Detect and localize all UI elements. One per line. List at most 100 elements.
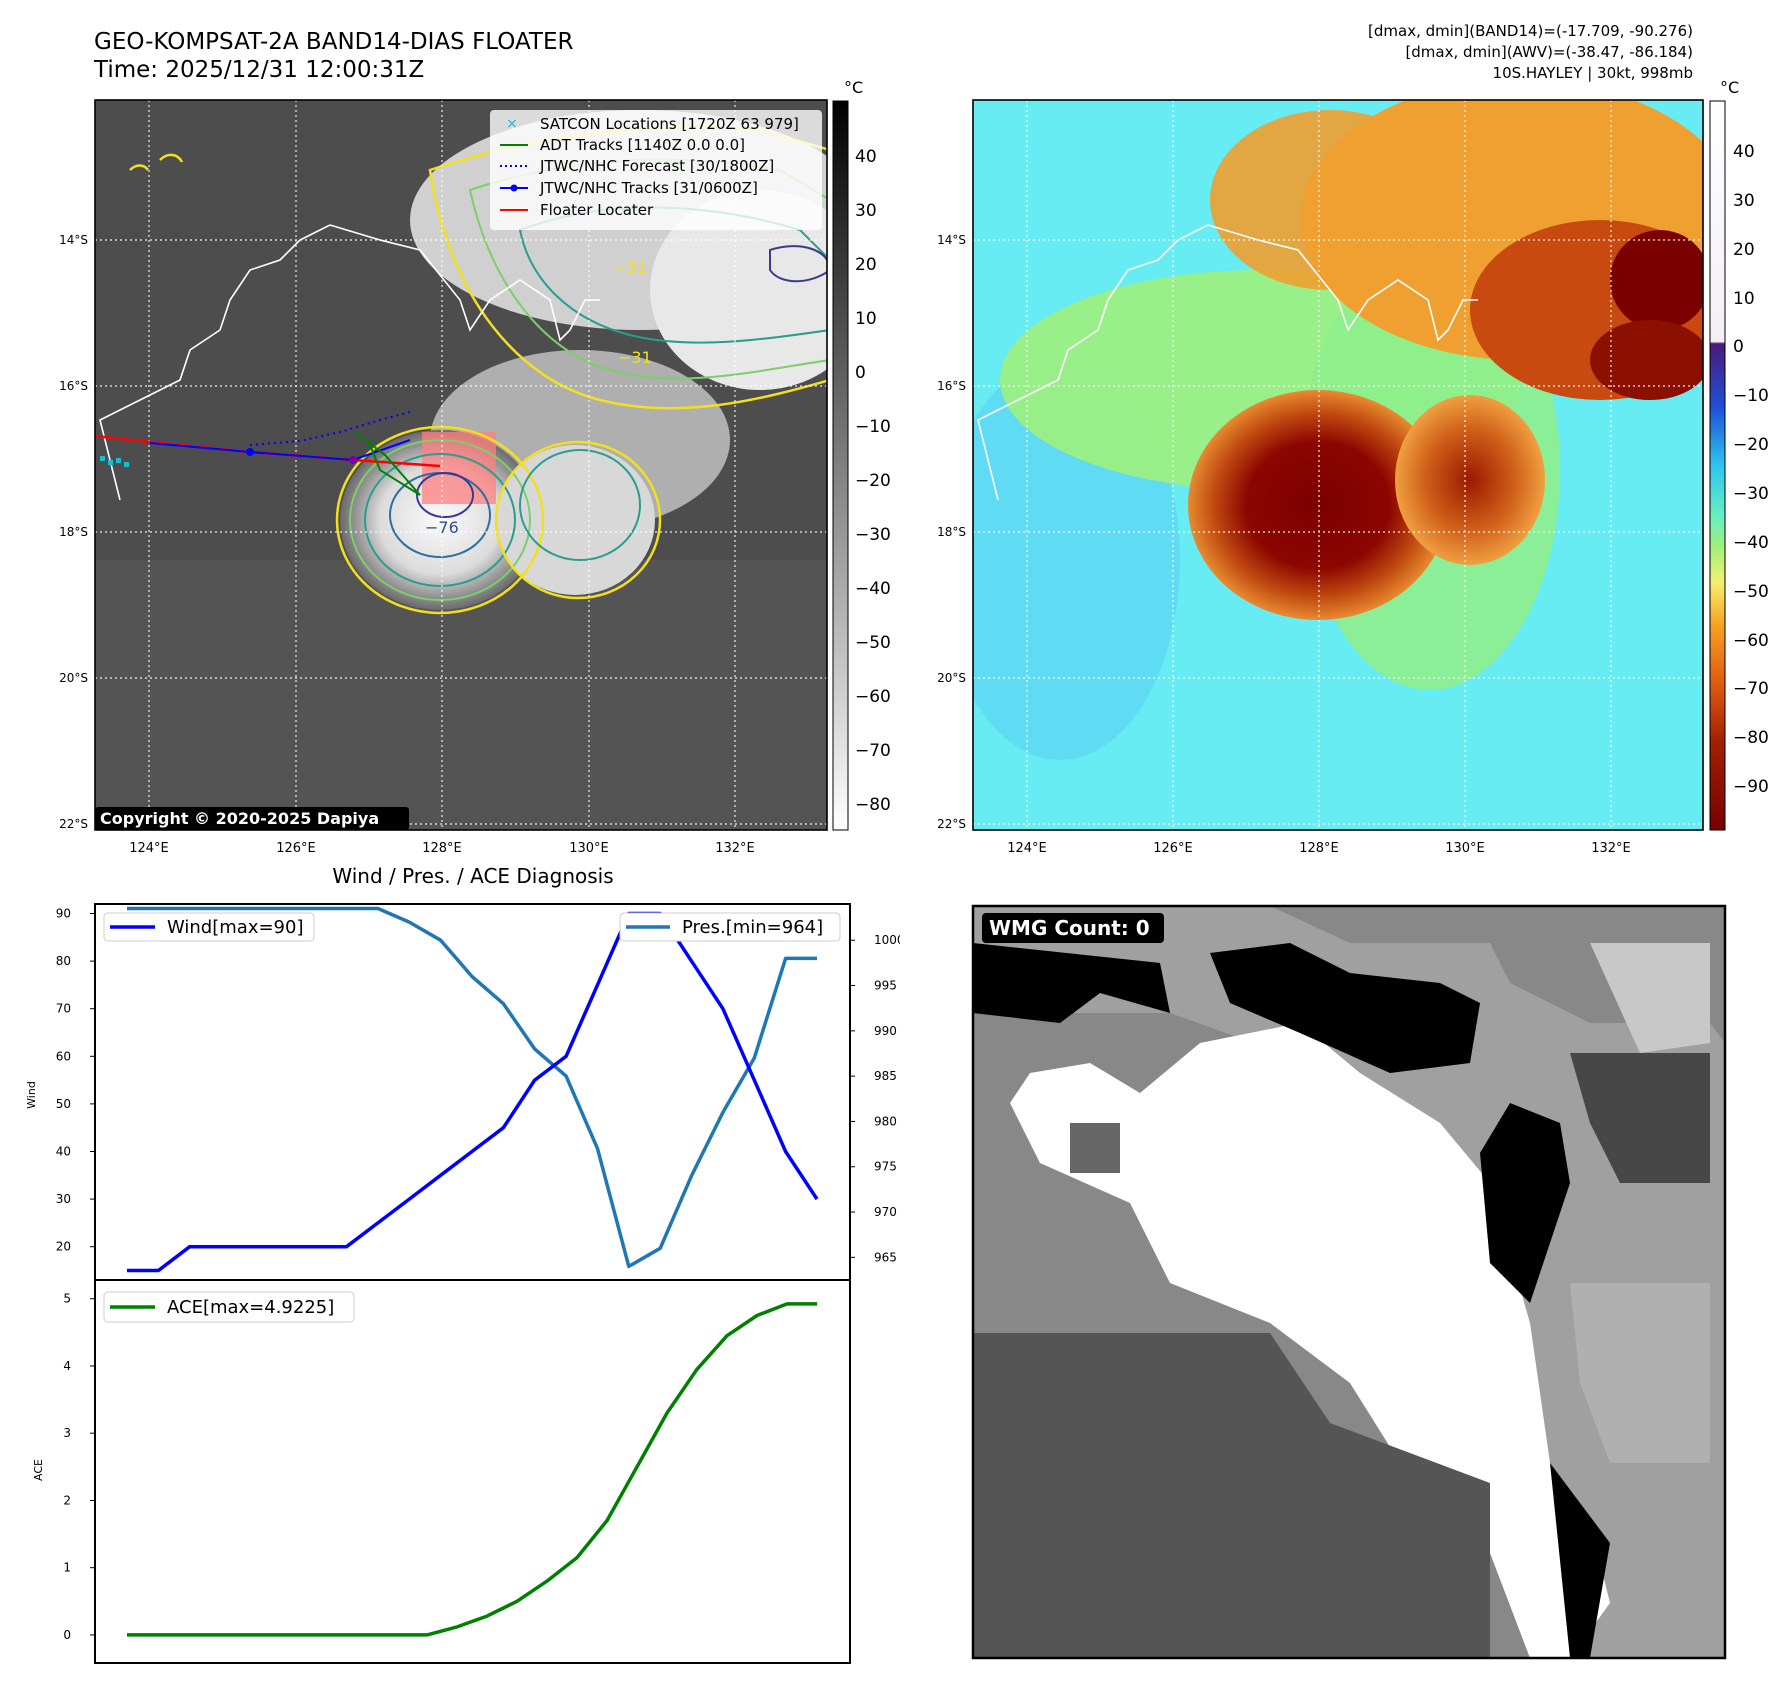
wind-tick-label: 50 [56,1097,71,1111]
left-lon-ticks: 124°E 126°E 128°E 130°E 132°E [129,841,755,856]
lat-tick: 16°S [59,379,88,393]
right-lat-ticks: 14°S 16°S 18°S 20°S 22°S [937,233,966,831]
pressure-legend-label: Pres.[min=964] [682,917,823,938]
lat-tick: 18°S [937,525,966,539]
wind-tick-label: 80 [56,954,71,968]
lon-tick: 124°E [129,841,169,856]
band14-colorbar-ticks: 40 30 20 10 0 −10 −20 −30 −40 −50 −60 −7… [855,147,891,815]
info-awv: [dmax, dmin](AWV)=(-38.47, -86.184) [1405,43,1693,61]
cb-tick: −20 [855,471,891,491]
pressure-tick-label: 970 [874,1205,897,1219]
legend-label: JTWC/NHC Forecast [30/1800Z] [539,157,774,175]
ace-chart: 0 1 2 3 4 5 ACE ACE[max=4.9225] [32,1280,851,1664]
lat-tick: 20°S [59,671,88,685]
cb-tick: −60 [1733,631,1769,651]
pressure-tick-label: 990 [874,1024,897,1038]
satcon-icon: × [506,116,518,132]
band14-unit: °C [844,78,863,97]
figure-time: Time: 2025/12/31 12:00:31Z [94,57,425,83]
lat-tick: 22°S [937,817,966,831]
ace-tick-label: 3 [63,1426,71,1440]
cb-tick: −50 [855,633,891,653]
band14-map: −31 −31 −76 14°S 16°S 18°S 20°S 22°S 124… [59,78,1769,856]
jtwc-forecast-line [249,411,411,446]
band14-colorbar [832,100,849,831]
wind-tick-label: 70 [56,1002,71,1016]
cb-tick: 0 [1733,337,1744,357]
jtwc-track-line [149,439,411,462]
pressure-tick-label: 975 [874,1160,897,1174]
cb-tick: 40 [855,147,877,167]
wind-legend-label: Wind[max=90] [167,917,304,938]
cb-tick: 40 [1733,142,1755,162]
lat-tick: 14°S [937,233,966,247]
lon-tick: 126°E [276,841,316,856]
awv-colorbar-ticks: 40 30 20 10 0 −10 −20 −30 −40 −50 −60 −7… [1733,142,1769,797]
pressure-line [127,906,817,1269]
wmg-panel: WMG Count: 0 [971,904,1727,1660]
lon-tick: 128°E [422,841,462,856]
wind-pressure-frame [94,903,851,1281]
wind-axis-label: Wind [25,1081,38,1109]
right-lon-ticks: 124°E 126°E 128°E 130°E 132°E [1007,841,1631,856]
cb-tick: −80 [1733,728,1769,748]
cb-tick: 20 [1733,240,1755,260]
legend-label: ADT Tracks [1140Z 0.0 0.0] [540,136,745,154]
left-lat-ticks: 14°S 16°S 18°S 20°S 22°S [59,233,88,831]
cb-tick: −40 [855,579,891,599]
cb-tick: −70 [1733,679,1769,699]
cb-tick: 0 [855,363,866,383]
lon-tick: 130°E [1445,841,1485,856]
figure-title: GEO-KOMPSAT-2A BAND14-DIAS FLOATER [94,29,574,55]
ace-tick-label: 5 [63,1292,71,1306]
cb-tick: 30 [1733,191,1755,211]
awv-colorbar [1709,100,1726,831]
pressure-tick-label: 995 [874,979,897,993]
contour-label: −31 [618,348,652,367]
awv-imagery [973,100,1703,830]
jtwc-track-point [246,448,254,456]
cb-tick: −20 [1733,435,1769,455]
cb-tick: −10 [855,417,891,437]
wmg-imagery [973,906,1725,1658]
lat-tick: 14°S [59,233,88,247]
wind-tick-label: 40 [56,1144,71,1158]
cb-tick: 10 [1733,289,1755,309]
cb-tick: −60 [855,687,891,707]
lon-tick: 132°E [1591,841,1631,856]
pressure-tick-label: 980 [874,1114,897,1128]
cb-tick: −80 [855,795,891,815]
lat-tick: 16°S [937,379,966,393]
adt-track-line [354,431,421,496]
wmg-count-box [982,913,1164,943]
legend-label: SATCON Locations [1720Z 63 979] [540,115,799,133]
contour-label: −76 [425,518,459,537]
cb-tick: −90 [1733,777,1769,797]
ace-tick-label: 2 [63,1493,71,1507]
cb-tick: −70 [855,741,891,761]
wind-pressure-chart: 20 30 40 50 60 70 80 90 965 970 975 980 985 990 995 100… [25,903,900,1281]
info-storm: 10S.HAYLEY | 30kt, 998mb [1492,64,1693,82]
track-legend-marker [510,184,518,192]
pressure-tick-label: 985 [874,1069,897,1083]
cb-tick: 20 [855,255,877,275]
info-band14: [dmax, dmin](BAND14)=(-17.709, -90.276) [1368,22,1693,40]
ace-frame [94,1280,851,1664]
lat-tick: 18°S [59,525,88,539]
legend-label: Floater Locater [540,201,654,219]
contour-label: −31 [613,258,647,277]
pressure-tick-label: 965 [874,1250,897,1264]
copyright-text: Copyright © 2020-2025 Dapiya [100,809,379,828]
pressure-legend-box [619,912,841,942]
cb-tick: −10 [1733,386,1769,406]
ace-tick-label: 0 [63,1628,71,1642]
awv-unit: °C [1720,78,1739,97]
wind-tick-label: 30 [56,1192,71,1206]
lon-tick: 132°E [715,841,755,856]
legend-label: JTWC/NHC Tracks [31/0600Z] [539,179,758,197]
lon-tick: 130°E [569,841,609,856]
ace-tick-label: 4 [63,1359,71,1373]
ace-tick-label: 1 [63,1561,71,1575]
cb-tick: −30 [1733,484,1769,504]
jtwc-track-point [349,456,357,464]
